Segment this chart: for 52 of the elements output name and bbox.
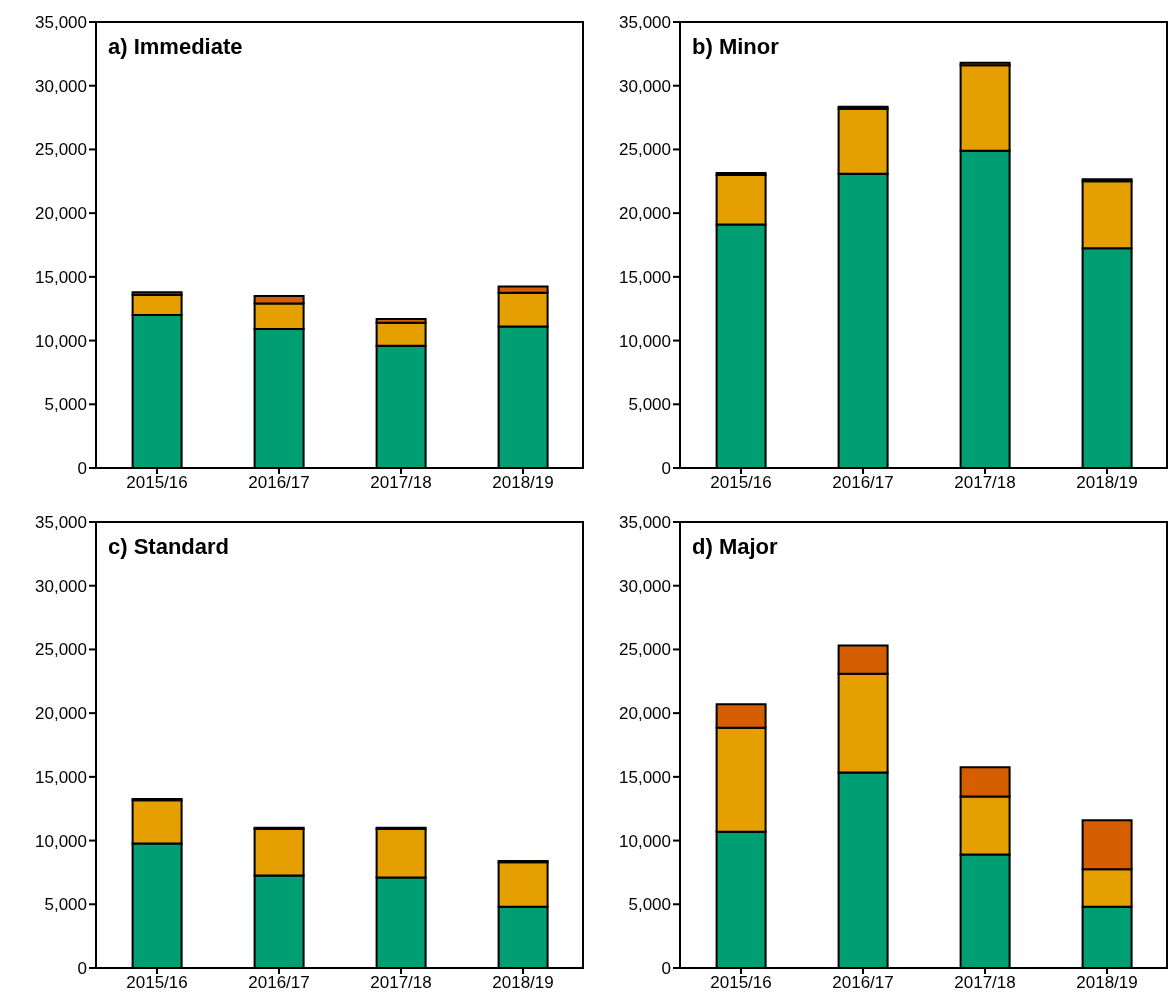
x-tick-label: 2016/17 (832, 473, 894, 493)
y-tick-label: 35,000 (35, 513, 87, 533)
y-tick-label: 0 (77, 959, 87, 979)
y-tick-label: 35,000 (619, 13, 671, 33)
y-tick-label: 5,000 (628, 895, 671, 915)
y-tick-label: 20,000 (35, 704, 87, 724)
y-tick-label: 30,000 (35, 576, 87, 596)
text: a) Immediate (108, 34, 243, 60)
y-tick-label: 20,000 (619, 704, 671, 724)
y-tick-label: 15,000 (619, 267, 671, 287)
x-tick-label: 2018/19 (1076, 473, 1138, 493)
y-tick-label: 30,000 (619, 576, 671, 596)
x-tick-label: 2015/16 (710, 473, 772, 493)
y-tick-label: 10,000 (619, 331, 671, 351)
y-tick-label: 15,000 (619, 767, 671, 787)
y-tick-label: 25,000 (619, 140, 671, 160)
y-tick-label: 10,000 (619, 831, 671, 851)
x-tick-label: 2016/17 (248, 473, 310, 493)
y-tick-label: 15,000 (35, 767, 87, 787)
y-tick-label: 35,000 (35, 13, 87, 33)
text: b) Minor (692, 34, 779, 60)
y-tick-label: 5,000 (44, 395, 87, 415)
y-tick-label: 0 (661, 459, 671, 479)
y-tick-label: 0 (661, 959, 671, 979)
x-tick-label: 2017/18 (954, 473, 1016, 493)
y-tick-label: 5,000 (44, 895, 87, 915)
x-tick-label: 2017/18 (370, 473, 432, 493)
y-tick-label: 5,000 (628, 395, 671, 415)
x-tick-label: 2018/19 (1076, 973, 1138, 993)
y-tick-label: 25,000 (35, 140, 87, 160)
y-tick-label: 25,000 (619, 640, 671, 660)
y-tick-label: 30,000 (35, 76, 87, 96)
x-tick-label: 2018/19 (492, 473, 554, 493)
y-tick-label: 35,000 (619, 513, 671, 533)
x-tick-label: 2016/17 (248, 973, 310, 993)
y-tick-label: 10,000 (35, 331, 87, 351)
y-tick-label: 30,000 (619, 76, 671, 96)
x-tick-label: 2016/17 (832, 973, 894, 993)
x-tick-label: 2017/18 (370, 973, 432, 993)
x-tick-label: 2015/16 (126, 973, 188, 993)
text: d) Major (692, 534, 778, 560)
y-tick-label: 20,000 (619, 204, 671, 224)
x-tick-label: 2018/19 (492, 973, 554, 993)
y-tick-label: 20,000 (35, 204, 87, 224)
y-tick-label: 10,000 (35, 831, 87, 851)
x-tick-label: 2015/16 (126, 473, 188, 493)
y-tick-label: 0 (77, 459, 87, 479)
text: c) Standard (108, 534, 230, 560)
y-tick-label: 15,000 (35, 267, 87, 287)
y-tick-label: 25,000 (35, 640, 87, 660)
x-tick-label: 2017/18 (954, 973, 1016, 993)
x-tick-label: 2015/16 (710, 973, 772, 993)
